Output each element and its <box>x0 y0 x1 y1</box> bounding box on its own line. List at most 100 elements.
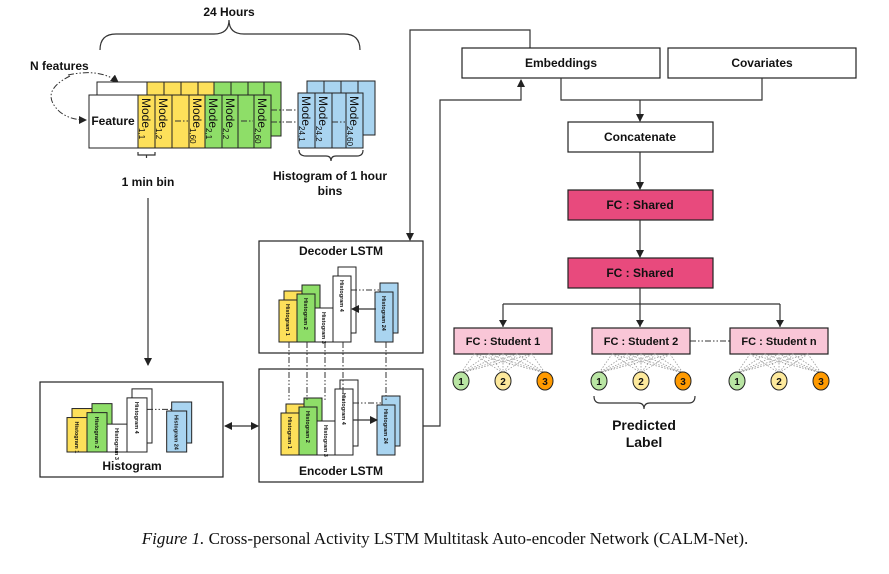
output-node-label: 1 <box>458 377 464 388</box>
branch-lines <box>502 288 781 327</box>
histogram-bar-label: Histogram 1 <box>73 422 79 454</box>
mode-prefix: Mode <box>347 96 361 126</box>
encoder-decoder-links <box>288 342 387 400</box>
mode-prefix: Mode <box>139 98 153 128</box>
predicted-label-1: Predicted <box>612 417 676 433</box>
predicted-label-2: Label <box>626 434 663 450</box>
fc-shared-2-label: FC : Shared <box>606 266 673 280</box>
output-connection <box>460 353 490 374</box>
figure-caption: Figure 1. Cross-personal Activity LSTM M… <box>141 529 749 548</box>
blue-mode-cell <box>331 92 347 149</box>
mode-subscript: 24,1 <box>297 126 306 142</box>
output-connection <box>460 353 518 374</box>
blue-mode-label: Mode24,60 <box>345 96 361 147</box>
covariates-label: Covariates <box>731 56 793 70</box>
student-box <box>453 327 553 355</box>
output-connection <box>792 353 822 374</box>
output-connection <box>807 353 822 374</box>
output-node <box>812 371 830 391</box>
fc-shared-1-label: FC : Shared <box>606 198 673 212</box>
output-connection <box>598 353 613 374</box>
hours-brace <box>99 19 361 51</box>
output-connection <box>516 353 546 374</box>
hour-bins-brace <box>298 149 364 162</box>
output-node <box>494 371 512 391</box>
concatenate-box <box>567 121 714 153</box>
histogram-bar-label: Histogram 24 <box>382 409 388 445</box>
decoder-title: Decoder LSTM <box>299 244 383 258</box>
fc-shared-1-box <box>567 189 714 221</box>
output-connection <box>749 353 822 374</box>
output-node-label: 2 <box>776 377 782 388</box>
output-connection <box>654 353 684 374</box>
output-connection <box>598 353 671 374</box>
n-features-arrow <box>67 72 119 83</box>
mode-subscript: 24,2 <box>314 126 323 142</box>
output-node <box>728 371 746 391</box>
mode-label: Mode1,60 <box>188 98 204 144</box>
histogram-bar-label: Histogram 1 <box>286 417 292 449</box>
mode-subscript: 2,60 <box>253 128 262 144</box>
mode-prefix: Mode <box>190 98 204 128</box>
output-connection <box>736 353 766 374</box>
histogram-bar-label: Histogram 24 <box>173 415 179 451</box>
mode-prefix: Mode <box>316 96 330 126</box>
output-connection <box>764 353 822 374</box>
student-label: FC : Student n <box>741 336 816 348</box>
concatenate-label: Concatenate <box>604 130 676 144</box>
mode-prefix: Mode <box>223 98 237 128</box>
histogram-bar-label: Histogram 24 <box>380 296 386 332</box>
output-connection <box>778 353 794 374</box>
mode-prefix: Mode <box>156 98 170 128</box>
histogram-bar <box>166 410 188 453</box>
histogram-bar <box>334 388 354 456</box>
output-node <box>632 371 650 391</box>
mode-subscript: 1,60 <box>188 128 197 144</box>
output-connection <box>460 353 533 374</box>
branch-arrowheads <box>499 320 784 327</box>
output-node-label: 2 <box>500 377 506 388</box>
histogram-bar-label: Histogram 2 <box>93 417 99 449</box>
min-bin-bracket <box>137 152 156 158</box>
output-connection <box>473 353 546 374</box>
student-label: FC : Student 1 <box>466 336 541 348</box>
output-node-label: 3 <box>818 377 824 388</box>
min-bin-label: 1 min bin <box>122 175 175 189</box>
output-node <box>770 371 788 391</box>
caption-text: Cross-personal Activity LSTM Multitask A… <box>204 529 748 548</box>
merge-arrow <box>560 78 763 121</box>
mode-subscript: 24,60 <box>345 126 354 147</box>
histogram-bar-label: Histogram 3 <box>113 428 119 460</box>
output-connection <box>502 353 518 374</box>
mode-prefix: Mode <box>255 98 269 128</box>
output-connection <box>611 353 684 374</box>
hist-hour-label-1: Histogram of 1 hour <box>273 169 387 183</box>
output-connection <box>598 353 656 374</box>
hours-label: 24 Hours <box>203 5 255 19</box>
mode-label: Mode1,1 <box>137 98 153 140</box>
output-node <box>590 371 608 391</box>
mode-subscript: 2,1 <box>204 128 213 140</box>
output-connection <box>736 353 794 374</box>
caption-figure-number: Figure 1. <box>141 529 205 548</box>
student-label: FC : Student 2 <box>604 336 679 348</box>
encoder-title: Encoder LSTM <box>299 464 383 478</box>
histogram-bar-label: Histogram 4 <box>338 280 344 313</box>
blue-mode-label: Mode24,1 <box>297 96 313 142</box>
histogram-bar-label: Histogram 3 <box>322 425 328 457</box>
output-connection <box>460 353 475 374</box>
histogram-bar-label: Histogram 3 <box>320 312 326 344</box>
output-connection <box>626 353 684 374</box>
mode-label: Mode2,2 <box>221 98 237 140</box>
output-node-label: 1 <box>596 377 602 388</box>
histogram-title: Histogram <box>102 459 161 473</box>
histogram-bar <box>376 404 396 456</box>
covariates-box <box>667 47 857 79</box>
output-connection <box>764 353 780 374</box>
blue-mode-label: Mode24,2 <box>314 96 330 142</box>
output-connection <box>736 353 809 374</box>
histogram-bar-label: Histogram 4 <box>133 402 139 435</box>
blue-mode-cell <box>345 92 364 149</box>
student-box <box>729 327 829 355</box>
